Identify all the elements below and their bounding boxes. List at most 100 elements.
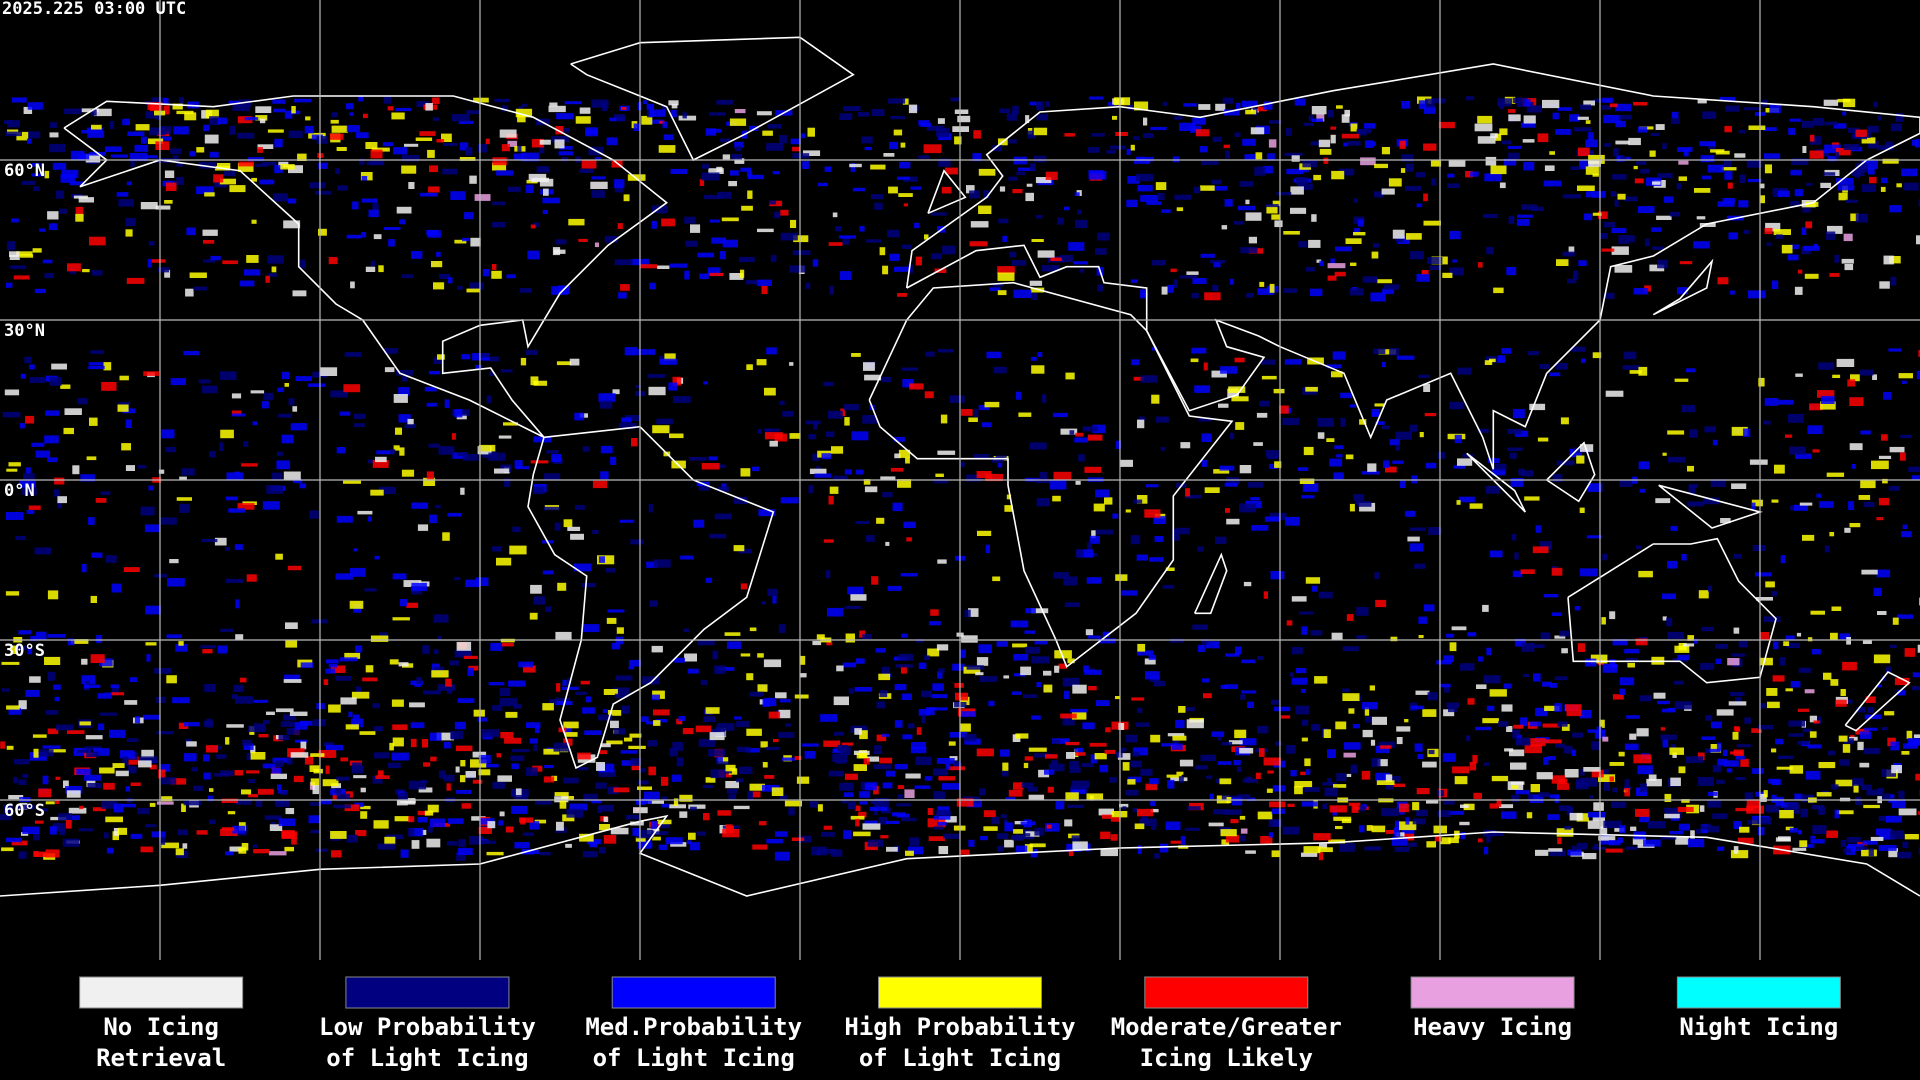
icing-cluster	[1294, 781, 1313, 788]
icing-cluster	[650, 821, 659, 829]
icing-cluster	[858, 791, 871, 798]
icing-cluster	[1529, 403, 1546, 411]
icing-cluster	[156, 696, 167, 703]
icing-cluster	[1180, 442, 1191, 449]
icing-cluster	[1194, 385, 1211, 393]
icing-cluster	[1827, 225, 1843, 234]
icing-cluster	[177, 829, 188, 836]
icing-cluster	[325, 659, 339, 664]
icing-cluster	[68, 807, 87, 814]
icing-cluster	[1470, 171, 1479, 177]
icing-cluster	[1524, 744, 1542, 754]
icing-cluster	[878, 817, 888, 825]
icing-cluster	[1385, 830, 1396, 834]
icing-cluster	[1100, 831, 1111, 840]
icing-cluster	[1615, 140, 1630, 145]
icing-cluster	[409, 702, 425, 708]
icing-cluster	[48, 223, 58, 230]
icing-cluster	[1918, 847, 1920, 855]
icing-cluster	[1137, 184, 1153, 192]
icing-cluster	[686, 840, 692, 845]
icing-cluster	[871, 194, 884, 200]
icing-cluster	[1655, 124, 1665, 130]
icing-cluster	[1224, 809, 1242, 815]
icing-cluster	[582, 851, 598, 858]
icing-cluster	[253, 849, 270, 854]
icing-cluster	[241, 463, 258, 467]
icing-cluster	[1885, 666, 1892, 672]
icing-cluster	[203, 259, 215, 263]
icing-cluster	[1787, 254, 1799, 261]
icing-cluster	[618, 423, 637, 429]
icing-cluster	[814, 473, 832, 478]
icing-cluster	[981, 422, 992, 428]
icing-cluster	[1330, 126, 1336, 130]
icing-cluster	[684, 270, 690, 280]
icing-cluster	[408, 780, 427, 790]
icing-cluster	[866, 239, 882, 243]
icing-cluster	[370, 635, 389, 642]
icing-cluster	[34, 547, 51, 555]
icing-cluster	[33, 186, 40, 191]
icing-cluster	[72, 465, 80, 475]
icing-cluster	[751, 466, 759, 472]
icing-cluster	[96, 635, 103, 644]
icing-cluster	[1599, 719, 1605, 728]
icing-cluster	[86, 127, 103, 133]
icing-cluster	[1521, 204, 1537, 210]
icing-cluster	[603, 689, 618, 695]
icing-cluster	[1484, 360, 1493, 365]
icing-cluster	[1585, 191, 1595, 198]
icing-cluster	[894, 684, 907, 691]
icing-cluster	[1197, 644, 1205, 652]
icing-cluster	[1478, 656, 1483, 662]
coastline	[1652, 258, 1714, 316]
icing-cluster	[33, 851, 39, 857]
icing-cluster	[519, 288, 532, 293]
icing-cluster	[1364, 846, 1381, 851]
icing-cluster	[1820, 182, 1832, 188]
icing-cluster	[1006, 494, 1012, 500]
icing-cluster	[248, 779, 255, 783]
icing-cluster	[1892, 617, 1899, 625]
icing-cluster	[352, 714, 360, 720]
icing-cluster	[38, 788, 52, 798]
icing-cluster	[1170, 777, 1188, 782]
icing-cluster	[1543, 180, 1562, 187]
icing-cluster	[1717, 846, 1725, 851]
icing-cluster	[241, 789, 252, 795]
icing-cluster	[1055, 801, 1065, 810]
icing-cluster	[54, 477, 65, 485]
icing-cluster	[309, 510, 319, 519]
icing-cluster	[515, 466, 529, 470]
icing-cluster	[529, 738, 538, 744]
icing-cluster	[456, 452, 468, 457]
icing-cluster	[1618, 235, 1630, 244]
icing-cluster	[1492, 468, 1506, 476]
icing-cluster	[1617, 193, 1626, 200]
icing-cluster	[1025, 608, 1036, 614]
icing-cluster	[272, 99, 286, 104]
icing-cluster	[1600, 233, 1608, 239]
icing-cluster	[1670, 525, 1678, 531]
icing-cluster	[1672, 752, 1677, 758]
icing-cluster	[708, 112, 725, 116]
icing-cluster	[87, 131, 105, 138]
icing-cluster	[226, 724, 244, 728]
icing-cluster	[267, 255, 284, 264]
icing-cluster	[1855, 163, 1868, 173]
icing-cluster	[555, 126, 564, 135]
icing-cluster	[231, 694, 238, 699]
icing-cluster	[7, 120, 21, 128]
icing-cluster	[974, 409, 979, 417]
icing-cluster	[1160, 447, 1165, 451]
icing-cluster	[1733, 554, 1742, 559]
icing-cluster	[1266, 153, 1275, 161]
icing-cluster	[598, 763, 615, 773]
icing-cluster	[64, 108, 81, 115]
icing-cluster	[646, 561, 658, 568]
icing-cluster	[424, 810, 434, 816]
icing-cluster	[470, 759, 487, 768]
icing-cluster	[1176, 771, 1184, 775]
icing-cluster	[1866, 789, 1882, 796]
